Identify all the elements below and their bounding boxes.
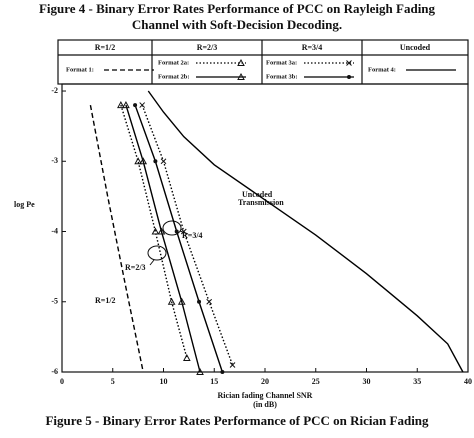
y-tick-label: -3: [51, 156, 58, 165]
marker: [153, 159, 158, 164]
legend-header: R=2/3: [197, 43, 218, 52]
annotation: R=3/4: [182, 231, 203, 240]
x-tick-label: 40: [464, 377, 472, 386]
marker: [160, 158, 167, 165]
x-tick-label: 35: [413, 377, 421, 386]
marker: [229, 362, 236, 368]
marker: [139, 102, 146, 108]
marker: [347, 75, 351, 79]
y-tick-label: -6: [51, 367, 58, 376]
legend-label: Format 4:: [368, 66, 396, 73]
annotation: Transmission: [238, 198, 284, 207]
caption: Figure 5 - Binary Error Rates Performanc…: [45, 413, 429, 428]
callout-ring: [162, 220, 182, 236]
marker: [122, 101, 130, 109]
marker: [133, 103, 138, 108]
chart-title: Channel with Soft-Decision Decoding.: [132, 17, 342, 32]
x-tick-label: 0: [60, 377, 64, 386]
x-tick-label: 30: [363, 377, 371, 386]
x-tick-label: 10: [160, 377, 168, 386]
x-axis-label: (in dB): [253, 400, 277, 409]
series-line: [120, 104, 188, 359]
marker: [346, 60, 352, 66]
legend-label: Format 2b:: [158, 73, 190, 80]
marker: [117, 101, 125, 109]
marker: [139, 157, 148, 165]
marker: [157, 227, 166, 235]
series-line: [89, 104, 144, 373]
marker: [237, 58, 245, 66]
legend-label: Format 2a:: [158, 59, 189, 66]
marker: [180, 228, 187, 235]
series-line: [134, 104, 224, 373]
series-line: [125, 104, 201, 373]
annotation: R=2/3: [125, 263, 146, 272]
marker: [174, 229, 179, 234]
legend-header: R=3/4: [302, 43, 323, 52]
marker: [134, 157, 142, 165]
series-line: [147, 90, 464, 373]
y-tick-label: -2: [51, 86, 58, 95]
marker: [177, 297, 186, 305]
x-tick-label: 20: [261, 377, 269, 386]
marker: [167, 297, 176, 305]
marker: [196, 367, 204, 375]
legend-label: Format 3a:: [266, 59, 297, 66]
x-tick-label: 5: [111, 377, 115, 386]
plot-frame: [61, 83, 469, 373]
legend-header: Uncoded: [400, 43, 431, 52]
x-tick-label: 15: [210, 377, 218, 386]
y-axis-label: log Pe: [14, 200, 35, 209]
callout-ring: [147, 245, 167, 261]
marker: [220, 370, 225, 374]
marker: [151, 227, 160, 235]
legend-header: R=1/2: [95, 43, 116, 52]
y-tick-label: -5: [51, 297, 58, 306]
marker: [206, 298, 213, 305]
callout-line: [149, 259, 155, 266]
marker: [183, 353, 191, 361]
legend-label: Format 1:: [66, 66, 94, 73]
y-tick-label: -4: [51, 226, 58, 235]
marker: [237, 72, 245, 80]
legend-label: Format 3b:: [266, 73, 298, 80]
x-axis-label: Rician fading Channel SNR: [218, 391, 313, 400]
marker: [197, 299, 202, 304]
annotation: R=1/2: [95, 296, 116, 305]
chart-title: Figure 4 - Binary Error Rates Performanc…: [39, 1, 436, 16]
x-tick-label: 25: [312, 377, 320, 386]
